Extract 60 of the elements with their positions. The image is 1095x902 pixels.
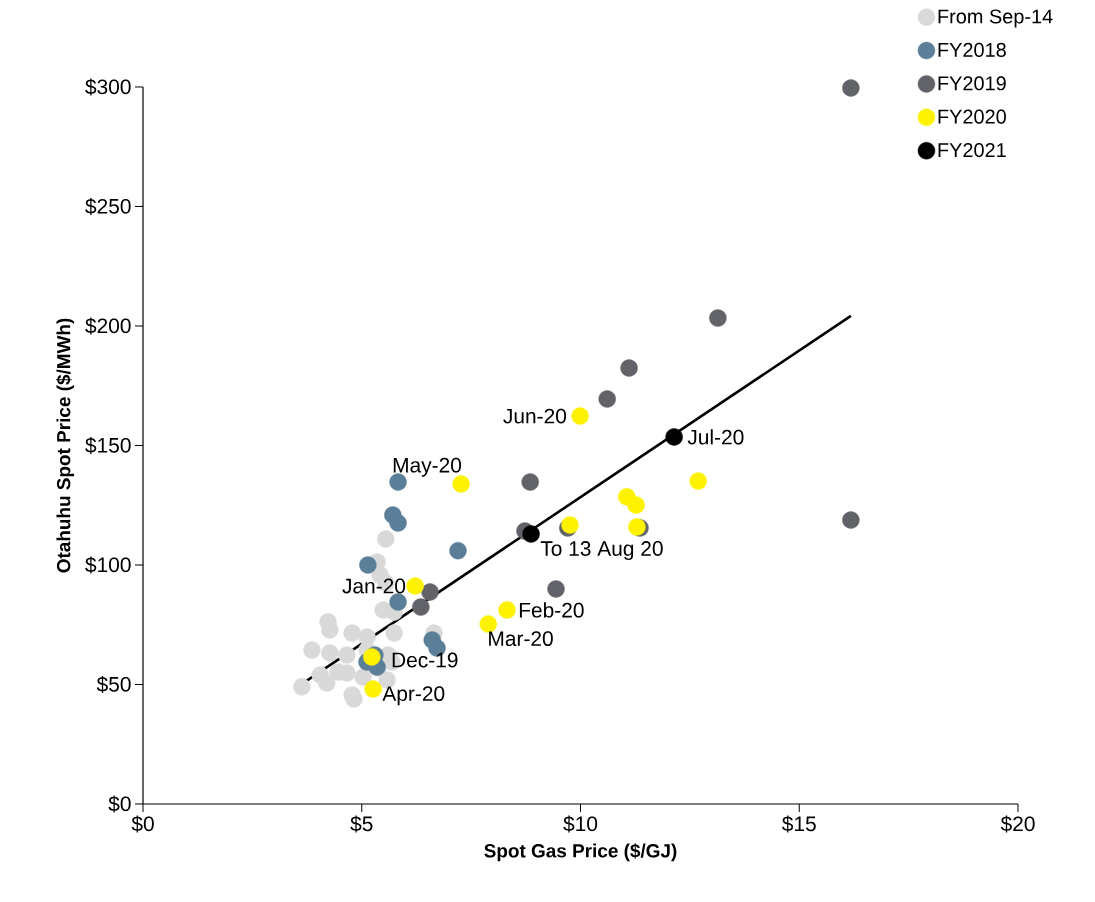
y-tick-label: $300 [85,78,131,96]
x-tick-label: $0 [131,815,154,833]
point [627,496,645,514]
point [842,511,860,529]
point [522,525,540,543]
point [709,309,727,327]
annotation: Jan-20 [342,578,406,594]
point [665,428,683,446]
annotation: Jul-20 [687,429,744,445]
point [412,598,430,616]
point [389,593,407,611]
point [421,583,439,601]
annotation: Jun-20 [503,408,567,424]
point [479,615,497,633]
annotation: Feb-20 [519,602,584,618]
legend-label: FY2020 [938,109,1006,124]
y-tick-label: $50 [96,676,131,693]
legend-label: FY2021 [938,143,1006,158]
x-tick-label: $15 [782,815,816,833]
annotation: To 13 Aug 20 [540,541,663,561]
point [364,680,382,698]
legend-label: FY2019 [938,76,1006,91]
legend-label: FY2018 [938,42,1006,57]
legend-label: From Sep-14 [938,9,1053,28]
x-tick-label: $20 [1000,815,1035,833]
point [571,407,589,425]
annotation: Apr-20 [382,686,445,706]
point [620,359,638,377]
x-tick-label: $10 [563,815,598,833]
y-tick-label: $200 [85,317,131,335]
point [521,473,539,491]
annotation: Dec-19 [392,652,458,668]
point [547,580,565,598]
point [318,674,336,692]
point [689,472,707,490]
y-tick-label: $150 [85,437,131,454]
point [354,668,372,686]
point [359,556,377,574]
x-tick-label: $5 [350,815,373,833]
point [385,624,403,642]
y-tick-label: $0 [108,795,131,813]
point [406,577,424,595]
point [303,641,321,659]
y-tick-label: $100 [85,556,131,574]
annotation: May-20 [393,457,462,477]
annotation: Mar-20 [489,631,553,647]
y-axis-title: Otahuhu Spot Price ($/MWh) [56,318,75,573]
point [389,514,407,532]
point [293,678,311,696]
point [598,390,616,408]
point [452,475,470,493]
x-axis-title: Spot Gas Price ($/GJ) [484,843,677,862]
point [377,530,395,548]
point [343,624,361,642]
point [338,646,356,664]
point [321,644,339,662]
point [842,79,860,97]
point [498,601,516,619]
y-tick-label: $250 [85,198,131,215]
point [449,541,467,560]
